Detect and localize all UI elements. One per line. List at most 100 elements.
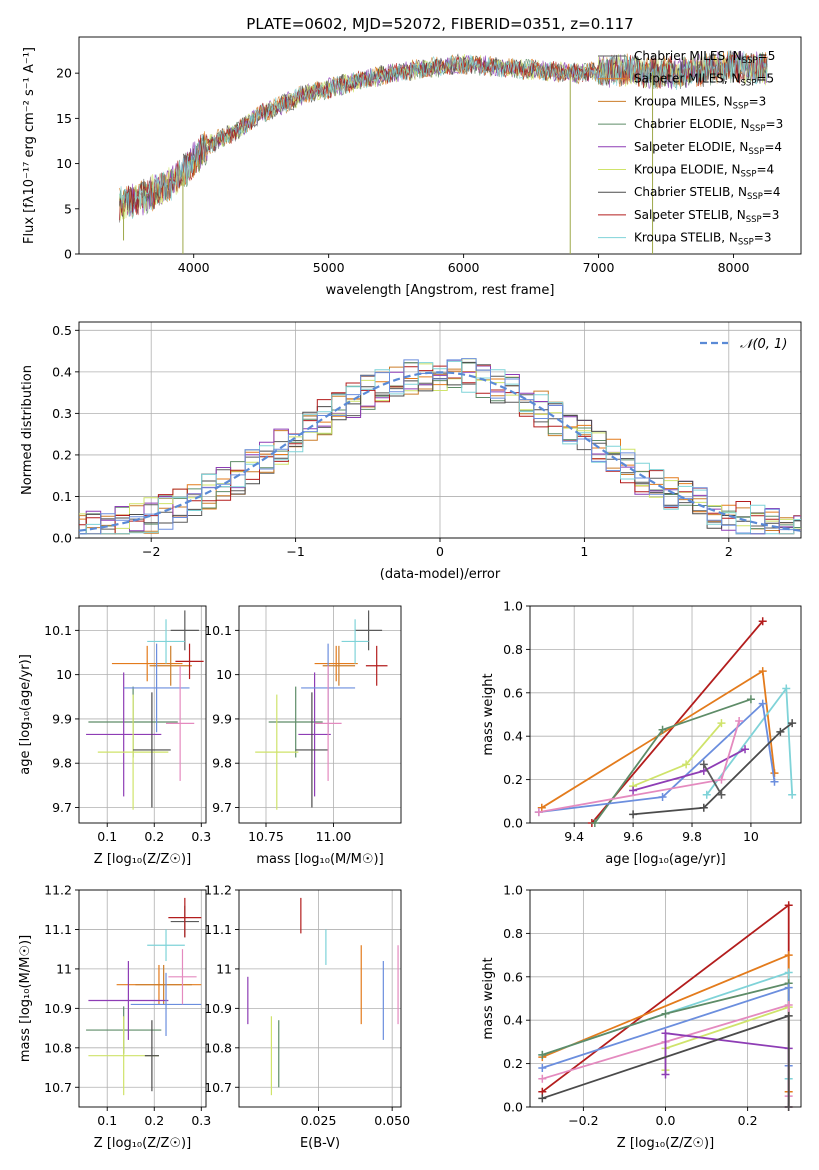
weight-marker [788, 719, 797, 728]
age_vs_Z-axes: 0.1 0.2 0.3 9.7 9.8 9.9 10 10.1 Z [log₁₀(Z/Z☉)] a… [18, 605, 211, 867]
weight-marker [658, 725, 667, 734]
x-tick-label: 9.6 [623, 829, 643, 844]
weight-series-line [633, 722, 793, 816]
weight-marker [784, 951, 793, 960]
y-tick-label: 11.1 [204, 922, 232, 937]
weight-marker [590, 819, 599, 827]
spectrum-axes: 4000 5000 6000 7000 8000 0 5 10 15 20 wavelength [… [22, 36, 802, 298]
axes-frame [78, 889, 207, 1108]
weight-marker [758, 667, 767, 676]
residuals-axes: −2 −1 0 1 2 0.0 0.1 0.2 0.3 0.4 0.5 (data-model)/er… [20, 321, 802, 582]
y-tick-label: 0.8 [503, 926, 523, 941]
age_vs_mass-axes: 10.75 11.00 9.7 9.8 9.9 10 10.1 mass [log₁₀(M/M… [204, 605, 402, 867]
legend-label: Salpeter MILES, NSSP=5 [634, 72, 774, 89]
x-tick-label: 0.0 [656, 1113, 676, 1128]
y-tick-label: 0.4 [52, 364, 72, 379]
y-tick-label: 11.2 [44, 883, 72, 898]
residual-legend: 𝒩(0, 1) [700, 337, 787, 352]
weight-marker [776, 727, 785, 736]
y-tick-label: 9.7 [212, 800, 232, 815]
y-axis-label: Normed distribution [20, 365, 35, 495]
weight_vs_Z-axes: −0.2 0.0 0.2 0.0 0.2 0.4 0.6 0.8 1.0 Z [log₁₀(Z/Z… [481, 883, 802, 1151]
y-tick-label: 0 [64, 247, 72, 262]
weight-marker [682, 760, 691, 769]
y-tick-label: 9.8 [212, 756, 232, 771]
x-tick-label: 0.2 [144, 1113, 164, 1128]
y-tick-label: 10.9 [44, 1001, 72, 1016]
y-tick-label: 11 [216, 961, 232, 976]
x-tick-label: 0.025 [301, 1113, 337, 1128]
y-tick-label: 0.1 [52, 489, 72, 504]
legend-label: 𝒩(0, 1) [740, 337, 787, 352]
weight-marker [758, 699, 767, 708]
weight-marker [717, 790, 726, 799]
x-tick-label: 0.2 [144, 829, 164, 844]
weight_vs_age-axes: 9.4 9.6 9.8 10 0.0 0.2 0.4 0.6 0.8 1.0 age [log₁₀(… [481, 599, 802, 867]
x-tick-label: 0.3 [191, 1113, 211, 1128]
legend-label: Salpeter ELODIE, NSSP=4 [634, 140, 782, 157]
legend-label: Chabrier ELODIE, NSSP=3 [634, 117, 783, 134]
y-tick-label: 20 [56, 66, 72, 81]
y-tick-label: 9.9 [52, 711, 72, 726]
y-tick-label: 9.8 [52, 756, 72, 771]
y-tick-label: 0.2 [503, 1056, 523, 1071]
x-tick-label: 5000 [313, 260, 345, 275]
mass_vs_EBV-axes: 0.025 0.050 10.7 10.8 10.9 11 11.1 11.2 E(B-V) [204, 883, 410, 1152]
x-tick-label: −0.2 [568, 1113, 598, 1128]
x-axis-label: Z [log₁₀(Z/Z☉)] [94, 852, 191, 867]
y-axis-label: age [log₁₀(age/yr)] [18, 654, 33, 775]
legend-label: Chabrier STELIB, NSSP=4 [634, 185, 781, 202]
weight-marker [702, 790, 711, 799]
y-tick-label: 1.0 [503, 883, 523, 898]
weight-marker [735, 717, 744, 726]
y-tick-label: 10.9 [204, 1001, 232, 1016]
y-tick-label: 0.4 [503, 729, 523, 744]
y-tick-label: 0.3 [52, 406, 72, 421]
y-tick-label: 11 [56, 961, 72, 976]
x-tick-label: 7000 [583, 260, 615, 275]
histogram-series [79, 362, 801, 535]
weight-marker [746, 695, 755, 704]
x-axis-label: wavelength [Angstrom, rest frame] [326, 283, 555, 298]
legend-label: Chabrier MILES, NSSP=5 [634, 49, 775, 66]
legend-label: Kroupa STELIB, NSSP=3 [634, 231, 772, 248]
x-tick-label: 11.00 [316, 829, 352, 844]
weight-marker [784, 1103, 793, 1111]
y-tick-label: 0.5 [52, 323, 72, 338]
weight-marker [784, 1011, 793, 1020]
y-tick-label: 0.0 [52, 531, 72, 546]
mass_vs_Z-axes: 0.1 0.2 0.3 10.7 10.8 10.9 11 11.1 11.2 Z [log₁₀(… [18, 883, 211, 1152]
histogram-series [79, 365, 801, 535]
y-tick-label: 9.9 [212, 711, 232, 726]
weight-marker [538, 1063, 547, 1072]
weight-marker [658, 792, 667, 801]
y-tick-label: 0.2 [52, 447, 72, 462]
x-tick-label: 0.3 [191, 829, 211, 844]
spectrum-legend: Chabrier MILES, NSSP=5 Salpeter MILES, NS… [598, 49, 783, 248]
x-axis-label: mass [log₁₀(M/M☉)] [256, 852, 383, 867]
x-axis-label: age [log₁₀(age/yr)] [605, 852, 726, 867]
weight-marker [717, 775, 726, 784]
y-tick-label: 10.7 [44, 1080, 72, 1095]
y-tick-label: 0.0 [503, 816, 523, 831]
weight-marker [770, 777, 779, 786]
y-tick-label: 0.2 [503, 772, 523, 787]
weight-marker [699, 803, 708, 812]
weight-series-line [591, 620, 764, 824]
legend-label: Salpeter STELIB, NSSP=3 [634, 208, 779, 225]
x-tick-label: 0.050 [374, 1113, 410, 1128]
weight-marker [784, 968, 793, 977]
weight-marker [741, 745, 750, 754]
x-tick-label: −2 [142, 544, 160, 559]
y-tick-label: 11.2 [204, 883, 232, 898]
y-tick-label: 0.6 [503, 969, 523, 984]
y-axis-label: mass weight [481, 957, 496, 1039]
weight-marker [629, 786, 638, 795]
axes-frame [78, 605, 207, 824]
weight-marker [784, 983, 793, 992]
weight-marker [534, 808, 543, 817]
axes-frame [78, 36, 802, 255]
weight-marker [784, 901, 793, 910]
weight-series-line [703, 763, 723, 796]
